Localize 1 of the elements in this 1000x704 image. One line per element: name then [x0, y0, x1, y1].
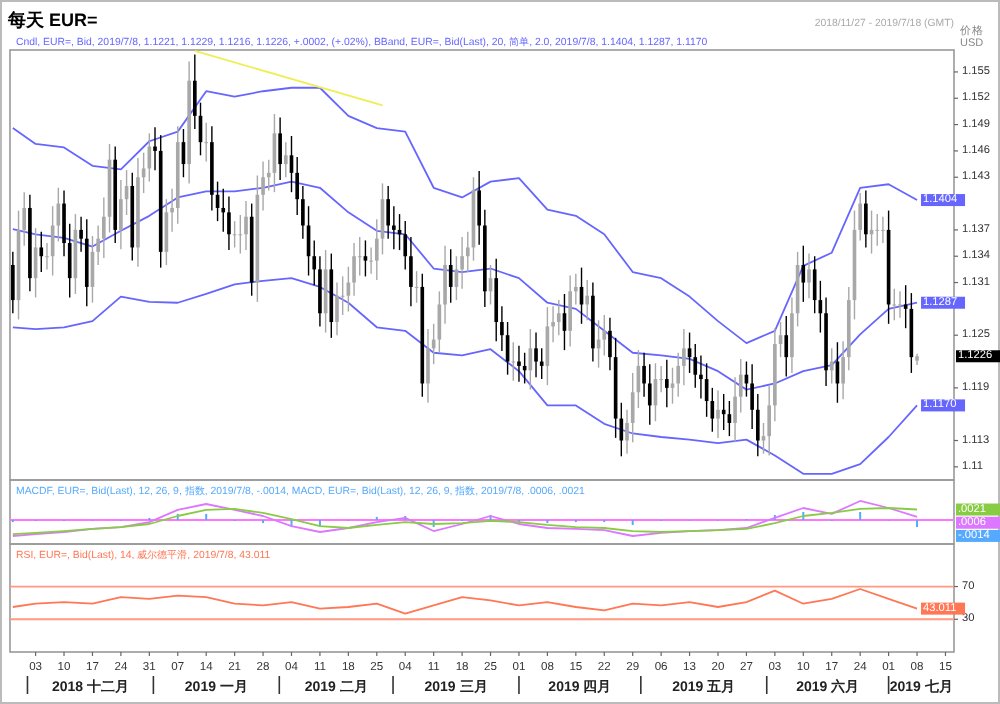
chart-title: 每天 EUR= — [6, 10, 98, 30]
